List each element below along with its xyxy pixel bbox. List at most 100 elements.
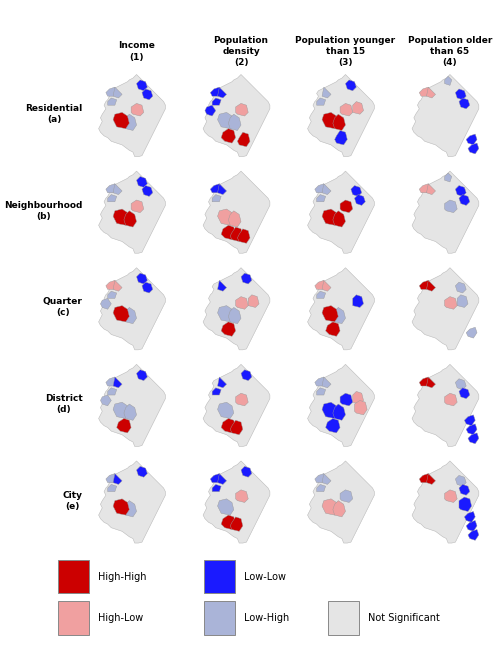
Polygon shape: [333, 404, 346, 421]
Polygon shape: [241, 467, 252, 477]
Polygon shape: [322, 281, 331, 291]
Polygon shape: [466, 424, 477, 435]
Polygon shape: [340, 104, 353, 116]
Polygon shape: [468, 143, 479, 154]
Polygon shape: [221, 129, 235, 143]
Polygon shape: [340, 490, 353, 502]
Polygon shape: [308, 461, 374, 543]
Text: Population younger
than 15
(3): Population younger than 15 (3): [295, 36, 395, 67]
Text: City
(e): City (e): [62, 491, 82, 511]
Polygon shape: [322, 306, 338, 322]
Polygon shape: [205, 105, 216, 116]
Polygon shape: [230, 227, 243, 242]
Text: High-High: High-High: [98, 572, 146, 582]
Polygon shape: [237, 229, 250, 243]
Polygon shape: [235, 104, 248, 116]
Text: Population older
than 65
(4): Population older than 65 (4): [408, 36, 492, 67]
Polygon shape: [235, 490, 248, 502]
Polygon shape: [457, 295, 468, 307]
Text: High-Low: High-Low: [98, 613, 143, 623]
Polygon shape: [210, 474, 221, 483]
Polygon shape: [459, 98, 470, 109]
Polygon shape: [210, 184, 221, 192]
Polygon shape: [142, 89, 153, 100]
Polygon shape: [315, 474, 325, 483]
Polygon shape: [333, 501, 346, 517]
Polygon shape: [218, 474, 226, 485]
Polygon shape: [346, 80, 356, 91]
Polygon shape: [136, 370, 147, 380]
Polygon shape: [218, 209, 234, 226]
Polygon shape: [420, 87, 430, 96]
Polygon shape: [99, 461, 165, 543]
Polygon shape: [124, 211, 136, 227]
Polygon shape: [99, 364, 165, 446]
Polygon shape: [142, 185, 153, 196]
FancyBboxPatch shape: [58, 601, 89, 634]
Polygon shape: [218, 306, 234, 322]
Text: Not Significant: Not Significant: [368, 613, 440, 623]
Polygon shape: [412, 461, 479, 543]
Polygon shape: [325, 419, 340, 433]
Polygon shape: [113, 209, 129, 226]
Polygon shape: [455, 185, 466, 196]
Polygon shape: [113, 499, 129, 515]
Polygon shape: [136, 467, 147, 477]
Polygon shape: [353, 295, 364, 307]
Polygon shape: [136, 176, 147, 187]
Polygon shape: [106, 281, 117, 290]
FancyBboxPatch shape: [204, 601, 235, 634]
Polygon shape: [464, 511, 475, 522]
Polygon shape: [322, 474, 331, 485]
Polygon shape: [315, 184, 325, 192]
Polygon shape: [235, 297, 248, 309]
Polygon shape: [420, 184, 430, 192]
Polygon shape: [99, 171, 165, 253]
Polygon shape: [101, 395, 111, 406]
Polygon shape: [466, 327, 477, 338]
Polygon shape: [113, 184, 122, 194]
Polygon shape: [455, 379, 466, 389]
Polygon shape: [325, 322, 340, 336]
Polygon shape: [333, 211, 346, 227]
Polygon shape: [468, 433, 479, 444]
Polygon shape: [218, 87, 226, 98]
Polygon shape: [230, 421, 243, 435]
Polygon shape: [322, 377, 331, 388]
Polygon shape: [124, 114, 136, 130]
Polygon shape: [113, 402, 129, 419]
Polygon shape: [106, 87, 117, 96]
Polygon shape: [218, 402, 234, 419]
Polygon shape: [235, 393, 248, 406]
Text: Neighbourhood
(b): Neighbourhood (b): [4, 201, 82, 221]
Polygon shape: [316, 485, 325, 492]
Text: Income
(1): Income (1): [118, 41, 155, 62]
Polygon shape: [445, 490, 457, 502]
Polygon shape: [212, 388, 221, 395]
Polygon shape: [427, 474, 436, 485]
Polygon shape: [459, 388, 470, 399]
Polygon shape: [459, 485, 470, 495]
Polygon shape: [322, 184, 331, 194]
Polygon shape: [113, 474, 122, 485]
Polygon shape: [308, 268, 374, 350]
Polygon shape: [203, 75, 270, 157]
Polygon shape: [113, 306, 129, 322]
Polygon shape: [333, 114, 346, 130]
Polygon shape: [412, 268, 479, 350]
Polygon shape: [355, 400, 367, 415]
Polygon shape: [353, 102, 364, 114]
Polygon shape: [420, 474, 430, 483]
Polygon shape: [221, 419, 235, 433]
Text: Low-High: Low-High: [244, 613, 289, 623]
Polygon shape: [340, 393, 353, 406]
Polygon shape: [221, 226, 235, 240]
Text: Population
density
(2): Population density (2): [213, 36, 269, 67]
Polygon shape: [427, 281, 436, 291]
Text: Quarter
(c): Quarter (c): [43, 297, 82, 318]
Polygon shape: [203, 171, 270, 253]
Polygon shape: [108, 388, 117, 395]
Polygon shape: [108, 194, 117, 202]
Polygon shape: [445, 393, 457, 406]
Polygon shape: [142, 282, 153, 293]
